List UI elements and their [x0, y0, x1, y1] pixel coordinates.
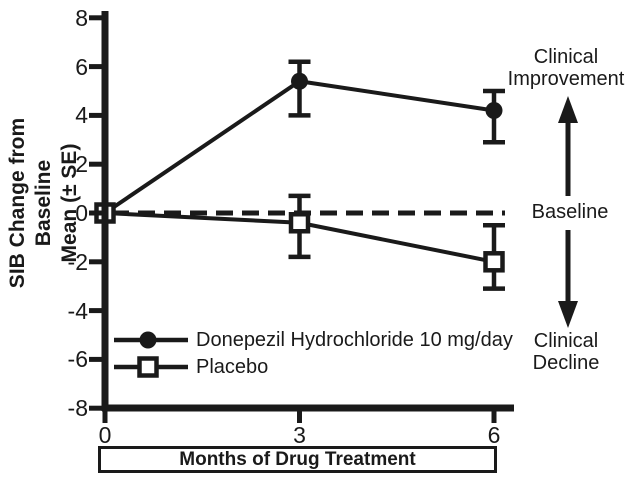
y-tick-label: 8 [75, 4, 88, 31]
y-tick-label: -4 [67, 297, 88, 324]
annotation-clinical-decline: Clinical Decline [532, 330, 600, 374]
x-tick-label: 0 [98, 422, 112, 448]
legend-marker-donepezil [139, 331, 157, 349]
y-tick-label: -6 [67, 346, 88, 373]
x-axis-title: Months of Drug Treatment [179, 449, 416, 470]
down-arrow-icon [558, 301, 578, 328]
x-axis-title-box: Months of Drug Treatment [98, 446, 497, 473]
legend-marker-placebo [137, 356, 159, 378]
x-tick-label: 3 [293, 422, 306, 448]
annotation-clinical-improvement: Clinical Improvement [507, 46, 625, 90]
y-tick-label: -8 [67, 395, 88, 422]
y-tick-label: 2 [75, 151, 88, 178]
annotation-baseline: Baseline [531, 201, 609, 223]
data-point-placebo [288, 212, 311, 234]
up-arrow-icon [558, 96, 578, 123]
legend-label-donepezil: Donepezil Hydrochloride 10 mg/day [196, 329, 513, 351]
y-tick-label: 0 [75, 200, 88, 226]
y-tick-label: 6 [75, 53, 88, 80]
data-point-donepezil [291, 72, 308, 90]
y-tick-label: 4 [75, 102, 88, 129]
data-point-donepezil [485, 102, 503, 120]
legend-label-placebo: Placebo [196, 356, 269, 378]
y-tick-label: -2 [67, 248, 88, 275]
y-axis-title: SIB Change from Baseline Mean (± SE) [6, 117, 81, 289]
data-point-placebo [483, 251, 505, 273]
x-tick-label: 6 [487, 422, 501, 448]
